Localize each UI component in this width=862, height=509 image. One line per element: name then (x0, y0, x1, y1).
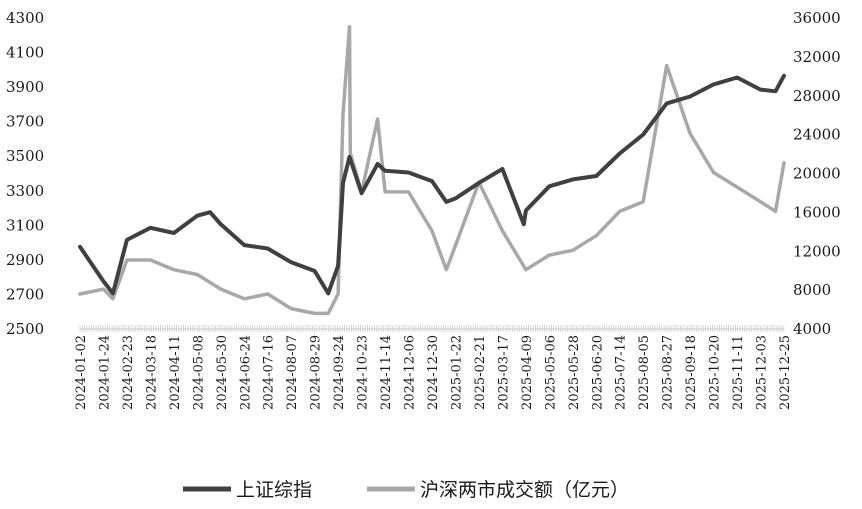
right-tick-label: 20000 (793, 165, 841, 183)
left-tick-label: 2900 (6, 251, 44, 269)
x-tick-label: 2024-01-24 (98, 335, 113, 410)
x-tick-label: 2024-09-24 (332, 335, 347, 410)
x-tick-label: 2025-05-28 (567, 335, 582, 410)
x-tick-label: 2024-06-24 (238, 335, 253, 410)
x-tick-label: 2024-05-30 (215, 335, 230, 410)
left-tick-label: 3500 (6, 147, 44, 165)
right-tick-label: 12000 (793, 242, 841, 260)
right-tick-label: 28000 (793, 87, 841, 105)
legend-label-turnover: 沪深两市成交额（亿元） (420, 479, 629, 501)
right-tick-label: 4000 (793, 320, 831, 338)
x-tick-label: 2024-12-30 (426, 335, 441, 410)
x-tick-label: 2025-09-18 (684, 335, 699, 410)
x-tick-label: 2024-03-18 (144, 335, 159, 410)
right-tick-label: 32000 (793, 48, 841, 66)
left-tick-label: 3900 (6, 78, 44, 96)
left-tick-label: 4100 (6, 44, 44, 62)
x-tick-label: 2025-03-17 (496, 335, 511, 410)
x-tick-label: 2025-01-22 (450, 335, 465, 410)
plot-area (78, 24, 786, 316)
x-tick-label: 2024-11-14 (379, 335, 394, 410)
x-tick-label: 2025-02-21 (473, 335, 488, 410)
right-tick-label: 16000 (793, 203, 841, 221)
right-tick-label: 36000 (793, 9, 841, 27)
x-minor-ticks (79, 325, 785, 332)
left-tick-label: 2700 (6, 285, 44, 303)
left-tick-label: 4300 (6, 9, 44, 27)
x-tick-label: 2025-08-27 (661, 335, 676, 410)
x-tick-label: 2024-08-29 (309, 335, 324, 410)
x-tick-label: 2025-11-11 (731, 335, 746, 410)
x-tick-label: 2025-07-14 (614, 335, 629, 410)
x-tick-label: 2025-10-20 (708, 335, 723, 410)
right-tick-label: 24000 (793, 126, 841, 144)
series-line-turnover (78, 24, 786, 316)
legend: 上证综指 沪深两市成交额（亿元） (183, 479, 629, 501)
x-tick-label: 2025-08-05 (637, 335, 652, 410)
left-y-axis: 2500 2700 2900 3100 3300 3500 3700 3900 4100 4300 (6, 9, 44, 338)
left-tick-label: 3300 (6, 182, 44, 200)
series-line-shanghai-index (78, 73, 786, 296)
x-tick-label: 2025-05-06 (543, 335, 558, 410)
x-tick-label: 2024-10-23 (356, 335, 371, 410)
x-tick-label: 2024-08-07 (285, 335, 300, 410)
left-tick-label: 2500 (6, 320, 44, 338)
x-tick-label: 2024-01-02 (74, 335, 89, 410)
x-tick-label: 2025-04-09 (520, 335, 535, 410)
x-tick-label: 2025-12-03 (755, 335, 770, 410)
x-tick-label: 2024-05-08 (191, 335, 206, 410)
x-tick-label: 2024-07-16 (262, 335, 277, 410)
legend-label-shanghai-index: 上证综指 (236, 479, 312, 501)
x-tick-label: 2025-06-20 (590, 335, 605, 410)
x-tick-label: 2024-02-23 (121, 335, 136, 410)
x-axis: 2024-01-02 2024-01-24 2024-02-23 2024-03-18… (74, 325, 793, 410)
x-tick-label: 2024-04-11 (168, 335, 183, 410)
right-y-axis: 4000 8000 12000 16000 20000 24000 28000 32000 36… (793, 9, 841, 338)
right-tick-label: 8000 (793, 281, 831, 299)
left-tick-label: 3700 (6, 113, 44, 131)
x-tick-label: 2025-12-25 (778, 335, 793, 410)
left-tick-label: 3100 (6, 216, 44, 234)
x-tick-label: 2024-12-06 (403, 335, 418, 410)
